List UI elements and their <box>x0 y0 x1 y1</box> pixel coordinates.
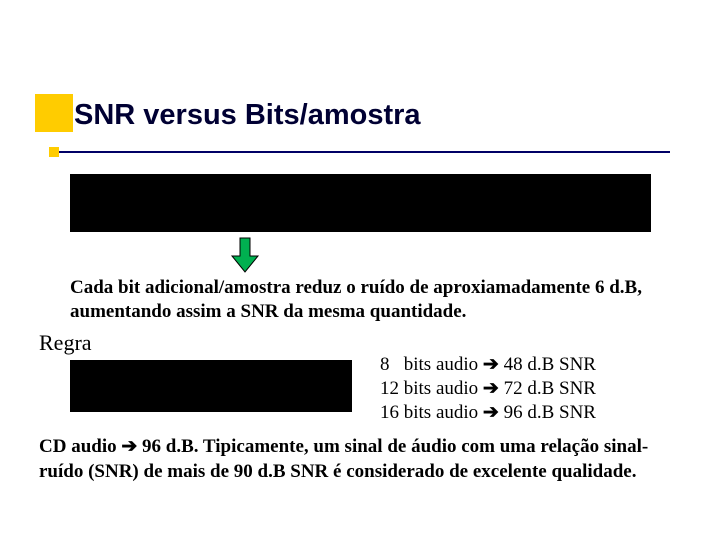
snr-value: 96 d.B SNR <box>504 402 596 423</box>
title-underline-dot <box>49 147 59 157</box>
body2-prefix: CD audio <box>39 436 121 457</box>
bits-label: bits audio <box>404 378 478 399</box>
down-arrow-icon <box>230 236 260 274</box>
snr-value: 72 d.B SNR <box>504 378 596 399</box>
title-accent-square <box>35 94 73 132</box>
bits-value: 8 <box>380 354 390 375</box>
table-row: 16 bits audio ➔ 96 d.B SNR <box>380 401 596 425</box>
bits-value: 16 <box>380 402 399 423</box>
body-text-2: CD audio ➔ 96 d.B. Tipicamente, um sinal… <box>39 435 679 484</box>
slide-title: SNR versus Bits/amostra <box>74 99 421 132</box>
arrow-path <box>232 238 258 272</box>
redacted-block-formula <box>70 360 352 412</box>
bits-snr-table: 8 bits audio ➔ 48 d.B SNR 12 bits audio … <box>380 353 596 424</box>
snr-value: 48 d.B SNR <box>504 354 596 375</box>
arrow-icon: ➔ <box>483 402 499 423</box>
arrow-icon: ➔ <box>483 354 499 375</box>
redacted-block-top <box>70 174 651 232</box>
bits-value: 12 <box>380 378 399 399</box>
bits-label: bits audio <box>404 402 478 423</box>
arrow-icon: ➔ <box>121 436 137 457</box>
arrow-icon: ➔ <box>483 378 499 399</box>
regra-label: Regra <box>39 330 92 356</box>
bits-label: bits audio <box>404 354 478 375</box>
title-underline <box>50 151 670 153</box>
table-row: 12 bits audio ➔ 72 d.B SNR <box>380 377 596 401</box>
table-row: 8 bits audio ➔ 48 d.B SNR <box>380 353 596 377</box>
body-text-1: Cada bit adicional/amostra reduz o ruído… <box>70 276 660 324</box>
slide: SNR versus Bits/amostra Cada bit adicion… <box>0 0 720 540</box>
